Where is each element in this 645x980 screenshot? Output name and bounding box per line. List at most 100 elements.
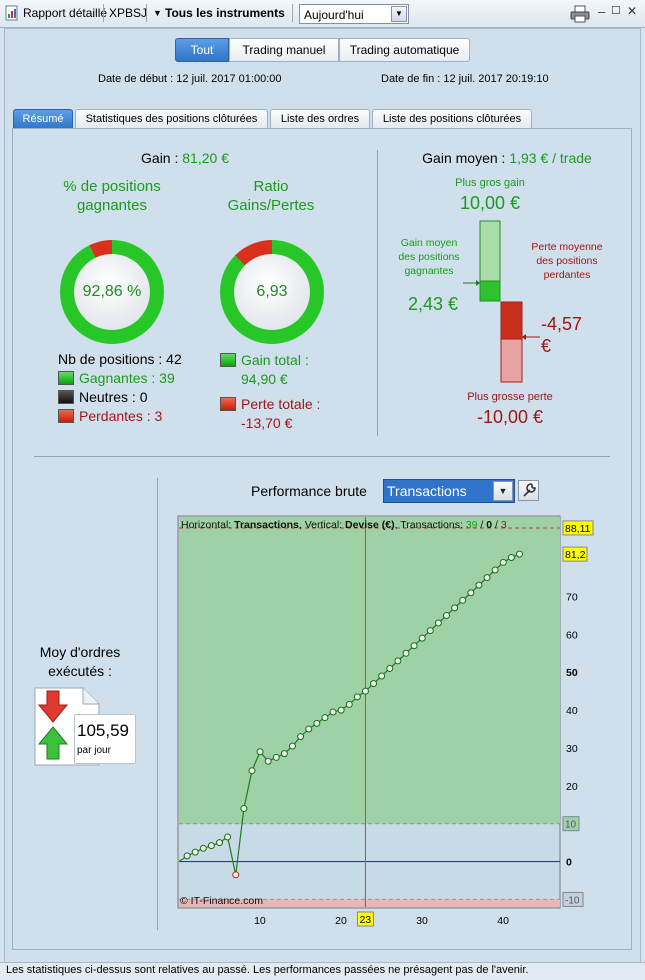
data-point bbox=[329, 708, 337, 716]
data-point bbox=[224, 833, 232, 841]
minimize-icon[interactable]: – bbox=[598, 4, 606, 19]
y-tick-label: 0 bbox=[566, 857, 572, 869]
perf-select[interactable]: Transactions ▼ bbox=[383, 479, 515, 503]
chart-header-win: 39 bbox=[466, 519, 478, 531]
wrench-icon[interactable] bbox=[518, 480, 539, 501]
data-point bbox=[337, 706, 345, 714]
gain-total-label: Gain total : bbox=[241, 352, 309, 368]
perte-totale: Perte totale : -13,70 € bbox=[220, 395, 320, 433]
chart-header-mid: , Vertical: bbox=[299, 519, 345, 531]
tab-orders[interactable]: Liste des ordres bbox=[270, 109, 370, 129]
print-icon[interactable] bbox=[570, 5, 590, 26]
data-point bbox=[280, 750, 288, 758]
data-point bbox=[451, 604, 459, 612]
copyright: © IT-Finance.com bbox=[180, 895, 263, 907]
report-icon[interactable] bbox=[4, 5, 20, 24]
disclaimer: Les statistiques ci-dessus sont relative… bbox=[0, 962, 645, 980]
max-gain-label: Plus gros gain bbox=[455, 177, 525, 189]
avg-loss-label: Perte moyenne des positions perdantes bbox=[531, 241, 603, 281]
losers-label: Perdantes : 3 bbox=[79, 408, 163, 424]
data-point bbox=[386, 664, 394, 672]
data-point bbox=[515, 550, 523, 558]
perte-totale-label: Perte totale : bbox=[241, 396, 321, 412]
data-point bbox=[483, 574, 491, 582]
y-tick-label: 70 bbox=[566, 592, 578, 604]
end-date-label: Date de fin : bbox=[381, 73, 441, 85]
avg-win-bar bbox=[479, 280, 501, 302]
data-point bbox=[361, 687, 369, 695]
data-point bbox=[394, 657, 402, 665]
data-point bbox=[183, 852, 191, 860]
data-point bbox=[297, 733, 305, 741]
win-pct-donut: 92,86 % bbox=[60, 240, 164, 344]
gain-total-value: 94,90 € bbox=[241, 371, 288, 387]
x-tick-label: 20 bbox=[335, 915, 347, 927]
end-date: Date de fin : 12 juil. 2017 20:19:10 bbox=[381, 73, 549, 85]
orders-title: Moy d'ordres exécutés : bbox=[39, 644, 121, 679]
data-point bbox=[272, 753, 280, 761]
orders-value: 105,59 bbox=[77, 721, 129, 740]
filter-all-button[interactable]: Tout bbox=[175, 38, 229, 62]
gain-heading: Gain : 81,20 € bbox=[141, 150, 229, 166]
chevron-down-icon[interactable]: ▼ bbox=[493, 481, 513, 501]
account-label[interactable]: XPBSJ bbox=[109, 6, 148, 20]
filter-manual-button[interactable]: Trading manuel bbox=[229, 38, 339, 62]
chart-header-loss: 3 bbox=[501, 519, 507, 531]
chevron-down-icon[interactable]: ▼ bbox=[391, 6, 407, 22]
legend-winners: Gagnantes : 39 bbox=[58, 370, 175, 386]
start-date-label: Date de début : bbox=[98, 73, 174, 85]
toolbar-divider bbox=[103, 4, 104, 22]
instruments-selector[interactable]: Tous les instruments bbox=[165, 6, 285, 20]
data-point bbox=[345, 700, 353, 708]
filter-auto-button[interactable]: Trading automatique bbox=[339, 38, 470, 62]
y-tick-label: 40 bbox=[566, 705, 578, 717]
data-point bbox=[199, 844, 207, 852]
win-pct-value: 92,86 % bbox=[74, 254, 150, 330]
report-label[interactable]: Rapport détaillé bbox=[23, 6, 108, 20]
tab-resume[interactable]: Résumé bbox=[13, 109, 73, 129]
data-point bbox=[426, 627, 434, 635]
start-date: Date de début : 12 juil. 2017 01:00:00 bbox=[98, 73, 282, 85]
neutral-label: Neutres : 0 bbox=[79, 389, 148, 405]
x-tick-label: 40 bbox=[497, 915, 509, 927]
data-point bbox=[288, 742, 296, 750]
x-tick-label: 30 bbox=[416, 915, 428, 927]
max-value-text: 88,11 bbox=[565, 523, 591, 535]
nb-positions: Nb de positions : 42 bbox=[58, 351, 182, 367]
data-point bbox=[507, 554, 515, 562]
last-value-tag: 81,2 bbox=[562, 546, 588, 562]
avg-gain-bars bbox=[463, 220, 540, 383]
period-select[interactable]: Aujourd'hui ▼ bbox=[299, 4, 409, 24]
close-icon[interactable]: ✕ bbox=[627, 4, 638, 18]
ratio-value: 6,93 bbox=[234, 254, 310, 330]
data-point bbox=[475, 581, 483, 589]
maximize-icon[interactable]: ☐ bbox=[611, 5, 621, 17]
tab-closed-list[interactable]: Liste des positions clôturées bbox=[372, 109, 532, 129]
x-axis: 10 20 30 40 bbox=[254, 915, 509, 927]
avg-win-value: 2,43 € bbox=[407, 294, 459, 314]
chart-header-prefix: Horizontal: bbox=[181, 519, 234, 531]
data-point bbox=[402, 649, 410, 657]
avg-loss-bar bbox=[500, 301, 523, 340]
chart-header-sep2: / bbox=[492, 519, 501, 531]
chart-header-tx: , Transactions: bbox=[395, 519, 466, 531]
avg-win-label: Gain moyen des positions gagnantes bbox=[398, 237, 460, 277]
start-date-value: 12 juil. 2017 01:00:00 bbox=[176, 73, 282, 85]
gain-total: Gain total : 94,90 € bbox=[220, 351, 309, 389]
max-loss-label: Plus grosse perte bbox=[467, 391, 553, 403]
section-divider bbox=[157, 478, 158, 930]
orders-unit: par jour bbox=[77, 745, 111, 756]
triangle-down-icon[interactable]: ▼ bbox=[153, 8, 162, 18]
data-point bbox=[434, 619, 442, 627]
orders-value-box: 105,59 par jour bbox=[74, 714, 136, 764]
gain-label: Gain bbox=[141, 150, 171, 166]
legend-neutral: Neutres : 0 bbox=[58, 389, 147, 405]
upper-band-text: 10 bbox=[565, 820, 577, 831]
end-date-value: 12 juil. 2017 20:19:10 bbox=[443, 73, 549, 85]
arrow-down-icon bbox=[37, 690, 69, 723]
ratio-title: Ratio Gains/Pertes bbox=[227, 178, 315, 214]
red-square-icon bbox=[58, 409, 74, 423]
tab-closed-stats[interactable]: Statistiques des positions clôturées bbox=[75, 109, 268, 129]
data-point bbox=[491, 566, 499, 574]
section-divider bbox=[34, 456, 610, 457]
